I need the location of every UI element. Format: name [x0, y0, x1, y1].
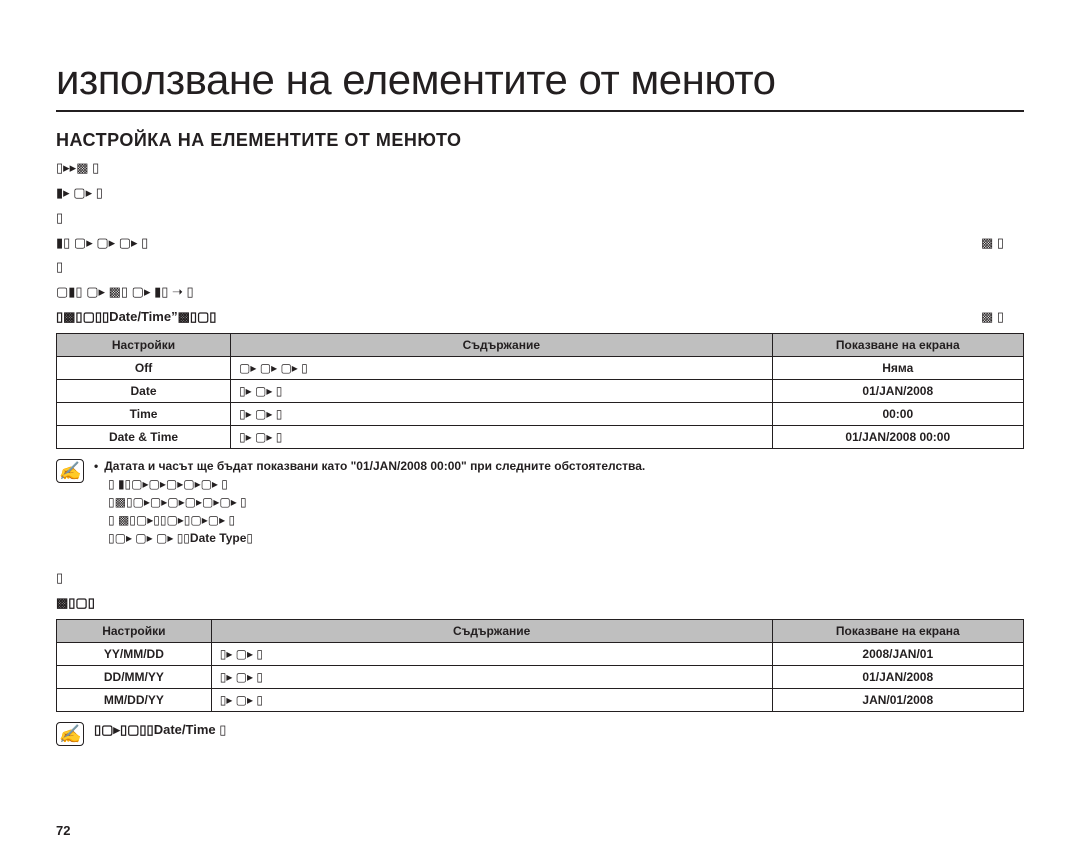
note-label-right: ▩ ▯ [981, 308, 1024, 327]
note-block-2: ✍ ▯▢▸▯▢▯▯Date/Time ▯ [56, 720, 1024, 746]
cell-display: JAN/01/2008 [772, 688, 1023, 711]
body-text-row: ▮▯ ▢▸ ▢▸ ▢▸ ▯ ▩ ▯ [56, 234, 1024, 253]
table-row: Date ▯▸ ▢▸ ▯ 01/JAN/2008 [57, 379, 1024, 402]
cell-content: ▯▸ ▢▸ ▯ [211, 665, 772, 688]
note-label-row: ▯▩▯▢▯▯Date/Time”▩▯▢▯ ▩ ▯ [56, 308, 1024, 327]
note-block-1: ✍ • Датата и часът ще бъдат показвани ка… [56, 457, 1024, 547]
body-text-line: ▯ [56, 569, 1024, 588]
note-body: • Датата и часът ще бъдат показвани като… [94, 457, 1024, 547]
note-sub-line: ▯ ▩▯▢▸▯▯▢▸▯▢▸▢▸ ▯ [94, 511, 1024, 529]
cell-setting: MM/DD/YY [57, 688, 212, 711]
note-sub-suffix: ▯ [246, 531, 253, 545]
table-header-row: Настройки Съдържание Показване на екрана [57, 333, 1024, 356]
note-sub-line: ▯ ▮▯▢▸▢▸▢▸▢▸▢▸ ▯ [94, 475, 1024, 493]
body-text-line: ▯▸▸▩ ▯ [56, 159, 1024, 178]
cell-content: ▢▸ ▢▸ ▢▸ ▯ [231, 356, 773, 379]
page-number: 72 [56, 823, 83, 838]
note-bullet-text: Датата и часът ще бъдат показвани като "… [104, 457, 645, 475]
cell-display: 00:00 [772, 402, 1023, 425]
table-header-content: Съдържание [211, 619, 772, 642]
table-row: Time ▯▸ ▢▸ ▯ 00:00 [57, 402, 1024, 425]
table-row: MM/DD/YY ▯▸ ▢▸ ▯ JAN/01/2008 [57, 688, 1024, 711]
table-header-display: Показване на екрана [772, 333, 1023, 356]
note-sub-bold: Date Type [190, 531, 246, 545]
note-icon: ✍ [56, 722, 84, 746]
section-title: НАСТРОЙКА НА ЕЛЕМЕНТИТЕ ОТ МЕНЮТО [56, 130, 1024, 151]
body-text-line: ▯ [56, 209, 1024, 228]
note-sub-line: ▯▢▸ ▢▸ ▢▸ ▯▯Date Type▯ [94, 529, 1024, 547]
note2-suffix: ▯ [216, 722, 227, 737]
note-body: ▯▢▸▯▢▯▯Date/Time ▯ [94, 720, 1024, 740]
table-row: Off ▢▸ ▢▸ ▢▸ ▯ Няма [57, 356, 1024, 379]
cell-display: 01/JAN/2008 [772, 665, 1023, 688]
body-text-right: ▩ ▯ [981, 234, 1024, 253]
body-text-line: ▢▮▯ ▢▸ ▩▯ ▢▸ ▮▯ ➝ ▯ [56, 283, 1024, 302]
settings-table-1: Настройки Съдържание Показване на екрана… [56, 333, 1024, 449]
note2-bold: Date/Time [154, 722, 216, 737]
settings-table-2: Настройки Съдържание Показване на екрана… [56, 619, 1024, 712]
table-header-row: Настройки Съдържание Показване на екрана [57, 619, 1024, 642]
body-text-left: ▮▯ ▢▸ ▢▸ ▢▸ ▯ [56, 234, 148, 253]
cell-content: ▯▸ ▢▸ ▯ [211, 642, 772, 665]
cell-content: ▯▸ ▢▸ ▯ [231, 402, 773, 425]
cell-display: 01/JAN/2008 [772, 379, 1023, 402]
table-row: YY/MM/DD ▯▸ ▢▸ ▯ 2008/JAN/01 [57, 642, 1024, 665]
table-row: Date & Time ▯▸ ▢▸ ▯ 01/JAN/2008 00:00 [57, 425, 1024, 448]
note-icon: ✍ [56, 459, 84, 483]
cell-setting: YY/MM/DD [57, 642, 212, 665]
table-header-settings: Настройки [57, 333, 231, 356]
body-text-line: ▯ [56, 258, 1024, 277]
table-header-content: Съдържание [231, 333, 773, 356]
note-sub-line: ▯▩▯▢▸▢▸▢▸▢▸▢▸▢▸ ▯ [94, 493, 1024, 511]
cell-display: 01/JAN/2008 00:00 [772, 425, 1023, 448]
table-header-settings: Настройки [57, 619, 212, 642]
cell-display: 2008/JAN/01 [772, 642, 1023, 665]
cell-setting: Time [57, 402, 231, 425]
note2-prefix: ▯▢▸▯▢▯▯ [94, 722, 154, 737]
bullet-marker: • [94, 457, 98, 475]
body-text-line: ▩▯▢▯ [56, 594, 1024, 613]
cell-content: ▯▸ ▢▸ ▯ [211, 688, 772, 711]
cell-content: ▯▸ ▢▸ ▯ [231, 379, 773, 402]
cell-setting: DD/MM/YY [57, 665, 212, 688]
body-text-line: ▮▸ ▢▸ ▯ [56, 184, 1024, 203]
cell-setting: Off [57, 356, 231, 379]
table-header-display: Показване на екрана [772, 619, 1023, 642]
cell-content: ▯▸ ▢▸ ▯ [231, 425, 773, 448]
table-row: DD/MM/YY ▯▸ ▢▸ ▯ 01/JAN/2008 [57, 665, 1024, 688]
cell-setting: Date & Time [57, 425, 231, 448]
note-label-left: ▯▩▯▢▯▯Date/Time”▩▯▢▯ [56, 308, 216, 327]
cell-setting: Date [57, 379, 231, 402]
main-title: използване на елементите от менюто [56, 56, 1024, 112]
cell-display: Няма [772, 356, 1023, 379]
note-sub-prefix: ▯▢▸ ▢▸ ▢▸ ▯▯ [108, 531, 190, 545]
